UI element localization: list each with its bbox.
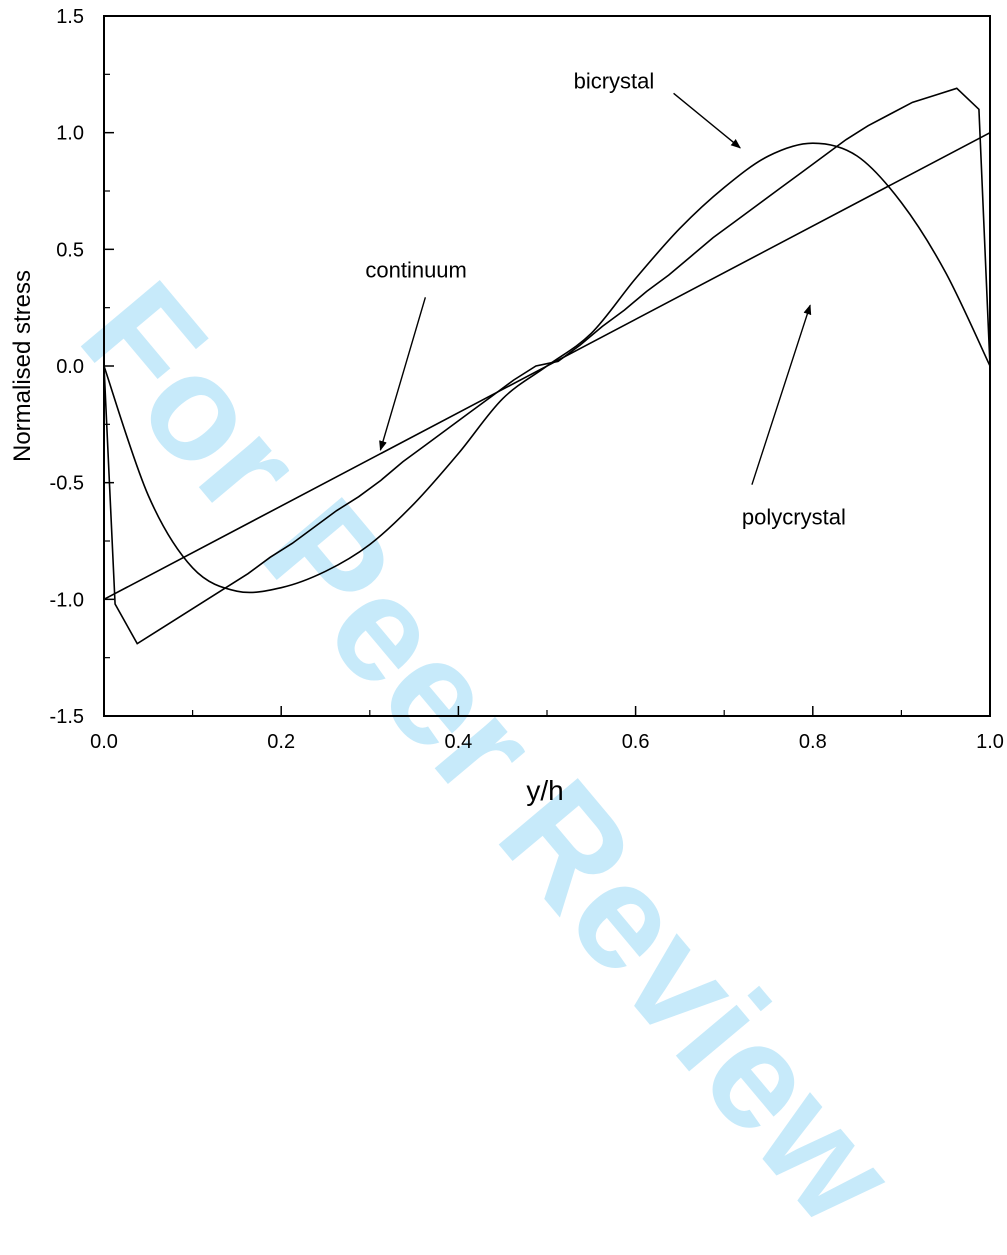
x-tick-label: 0.8	[799, 731, 827, 753]
polycrystal-line	[103, 87, 991, 645]
continuum-annotation-label: continuum	[365, 257, 467, 282]
y-axis: -1.5 -1.0 -0.5 0.0 0.5 1.0 1.5	[50, 6, 114, 728]
bicrystal-annotation-arrow	[673, 92, 741, 149]
series-layer	[103, 87, 991, 645]
x-axis: 0.0 0.2 0.4 0.6 0.8 1.0	[90, 706, 1004, 753]
annotation-layer: bicrystal continuum polycrystal	[365, 68, 845, 529]
polycrystal-annotation-label: polycrystal	[742, 505, 846, 530]
bicrystal-line	[103, 142, 991, 594]
x-tick-label: 0.0	[90, 731, 118, 753]
continuum-annotation-arrow	[379, 297, 427, 451]
x-tick-label: 0.2	[267, 731, 295, 753]
bicrystal-annotation-label: bicrystal	[574, 68, 655, 93]
x-axis-label: y/h	[526, 775, 563, 806]
x-tick-label: 0.6	[622, 731, 650, 753]
polycrystal-annotation-arrow	[751, 304, 812, 485]
y-tick-label: -0.5	[50, 473, 84, 495]
y-tick-label: 0.5	[56, 239, 84, 261]
y-tick-label: 1.5	[56, 6, 84, 28]
x-tick-label: 1.0	[976, 731, 1004, 753]
y-tick-label: -1.0	[50, 589, 84, 611]
y-tick-label: 0.0	[56, 356, 84, 378]
y-tick-label: -1.5	[50, 706, 84, 728]
y-axis-label: Normalised stress	[9, 270, 36, 462]
x-tick-label: 0.4	[444, 731, 472, 753]
y-tick-label: 1.0	[56, 123, 84, 145]
